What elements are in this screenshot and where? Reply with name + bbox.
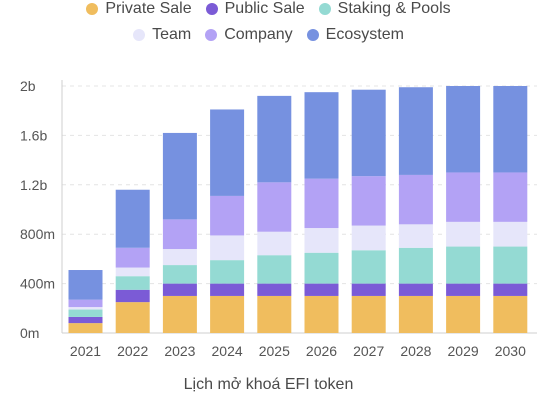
bar-2026-team	[304, 228, 339, 253]
bar-2029-staking-pools	[446, 246, 481, 284]
bar-2023-public-sale	[162, 283, 197, 296]
bar-2029-team	[446, 221, 481, 247]
bar-2023-staking-pools	[162, 265, 197, 284]
bar-2028-staking-pools	[398, 247, 433, 284]
legend-label: Public Sale	[224, 0, 305, 17]
bar-2026-private-sale	[304, 295, 339, 333]
bar-2024-team	[210, 235, 245, 261]
bar-2025-company	[257, 182, 292, 232]
legend-label: Ecosystem	[325, 26, 404, 43]
bar-2030-company	[493, 172, 528, 222]
bar-2026-staking-pools	[304, 252, 339, 284]
legend-swatch	[133, 29, 146, 41]
bar-2021-staking-pools	[68, 309, 103, 317]
bar-2028-team	[398, 224, 433, 248]
legend-item-company[interactable]: Company	[205, 26, 293, 44]
bar-2027-staking-pools	[351, 250, 386, 284]
bar-2025-team	[257, 231, 292, 256]
y-tick-label: 800m	[20, 226, 55, 242]
bar-2021-company	[68, 299, 103, 308]
x-tick-label: 2030	[495, 343, 526, 359]
x-tick-label: 2028	[400, 343, 431, 359]
legend-label: Staking & Pools	[337, 0, 451, 17]
bar-2026-public-sale	[304, 283, 339, 296]
legend-swatch	[205, 29, 218, 41]
bar-2021-private-sale	[68, 323, 103, 333]
bar-2030-staking-pools	[493, 246, 528, 284]
x-tick-label: 2029	[448, 343, 479, 359]
x-tick-label: 2026	[306, 343, 337, 359]
bar-2021-public-sale	[68, 316, 103, 324]
bar-2028-company	[398, 174, 433, 225]
bar-2025-staking-pools	[257, 255, 292, 284]
bar-2029-public-sale	[446, 283, 481, 296]
bar-2025-ecosystem	[257, 95, 292, 183]
bar-2021-ecosystem	[68, 270, 103, 300]
bar-2026-company	[304, 178, 339, 229]
bar-2030-team	[493, 221, 528, 247]
bar-2022-team	[115, 267, 150, 277]
x-tick-label: 2025	[259, 343, 290, 359]
legend-item-staking-pools[interactable]: Staking & Pools	[318, 0, 451, 18]
legend-item-ecosystem[interactable]: Ecosystem	[306, 26, 404, 44]
legend-label: Team	[152, 26, 192, 43]
y-tick-label: 1.2b	[20, 177, 47, 193]
legend-row-2: Team Company Ecosystem	[0, 26, 537, 44]
y-tick-label: 1.6b	[20, 127, 47, 143]
legend-swatch	[318, 3, 331, 15]
x-tick-label: 2021	[70, 343, 101, 359]
bar-2024-public-sale	[210, 283, 245, 296]
legend-swatch	[205, 3, 218, 15]
x-tick-label: 2023	[164, 343, 195, 359]
bar-2022-ecosystem	[115, 189, 150, 248]
bar-2023-team	[162, 249, 197, 266]
bar-2029-ecosystem	[446, 86, 481, 173]
bar-2025-private-sale	[257, 295, 292, 333]
legend-swatch	[306, 29, 319, 41]
legend-label: Company	[224, 26, 293, 43]
legend-item-private-sale[interactable]: Private Sale	[86, 0, 192, 18]
bar-2027-private-sale	[351, 295, 386, 333]
bar-2023-company	[162, 219, 197, 250]
bar-2027-company	[351, 176, 386, 226]
y-tick-label: 0m	[20, 325, 39, 341]
bar-2027-public-sale	[351, 283, 386, 296]
bar-2024-staking-pools	[210, 260, 245, 284]
bar-2022-staking-pools	[115, 276, 150, 290]
bar-2025-public-sale	[257, 283, 292, 296]
bar-2030-ecosystem	[493, 86, 528, 173]
bar-2027-ecosystem	[351, 89, 386, 177]
y-tick-label: 400m	[20, 276, 55, 292]
x-tick-label: 2024	[212, 343, 243, 359]
bar-2029-company	[446, 172, 481, 222]
legend-item-public-sale[interactable]: Public Sale	[205, 0, 305, 18]
bar-2028-ecosystem	[398, 87, 433, 175]
bar-2023-private-sale	[162, 295, 197, 333]
bar-2024-company	[210, 195, 245, 236]
bar-2022-public-sale	[115, 289, 150, 303]
bar-2024-private-sale	[210, 295, 245, 333]
chart-caption: Lịch mở khoá EFI token	[183, 376, 354, 393]
legend-row-1: Private Sale Public Sale Staking & Pools	[0, 0, 537, 18]
bar-2029-private-sale	[446, 295, 481, 333]
bar-2030-public-sale	[493, 283, 528, 296]
x-tick-label: 2022	[117, 343, 148, 359]
x-tick-label: 2027	[353, 343, 384, 359]
bar-2030-private-sale	[493, 295, 528, 333]
legend-item-team[interactable]: Team	[133, 26, 191, 44]
bar-2022-private-sale	[115, 302, 150, 333]
bar-2023-ecosystem	[162, 132, 197, 220]
bar-2021-team	[68, 307, 103, 310]
bar-2022-company	[115, 247, 150, 268]
y-tick-label: 2b	[20, 78, 36, 94]
legend-swatch	[86, 3, 99, 15]
bar-2028-private-sale	[398, 295, 433, 333]
bar-2024-ecosystem	[210, 109, 245, 196]
bar-2028-public-sale	[398, 283, 433, 296]
legend-label: Private Sale	[105, 0, 192, 17]
bar-2026-ecosystem	[304, 92, 339, 179]
bar-2027-team	[351, 225, 386, 251]
